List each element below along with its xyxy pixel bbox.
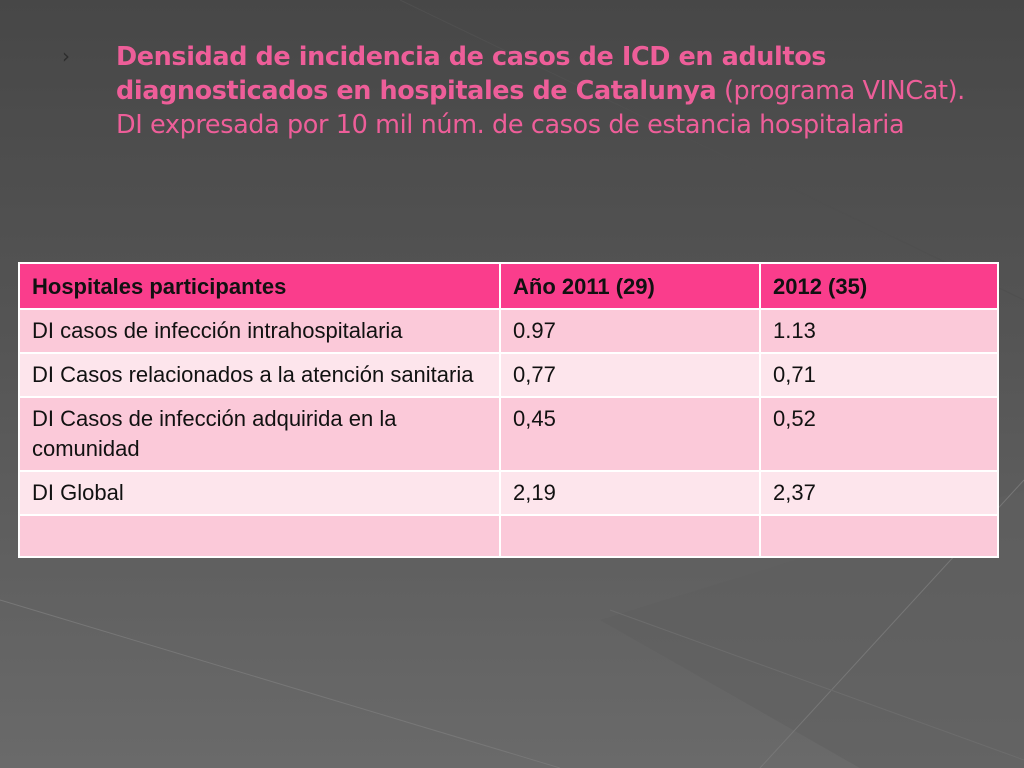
table-header-row: Hospitales participantes Año 2011 (29) 2… [18,262,999,310]
row-label: DI Casos relacionados a la atención sani… [18,352,501,398]
table-row: DI Casos de infección adquirida en la co… [18,396,999,472]
table-row: DI Global 2,19 2,37 [18,470,999,516]
slide-title-bold: Densidad de incidencia de casos de ICD e… [116,42,827,106]
value-2011: 2,19 [499,470,761,516]
slide-title-normal: (programa VINCat). DI expresada por 10 m… [116,76,965,140]
value-2011: 0,77 [499,352,761,398]
value-2011: 0.97 [499,308,761,354]
table-row: DI casos de infección intrahospitalaria … [18,308,999,354]
header-2012: 2012 (35) [759,262,999,310]
table-row: DI Casos relacionados a la atención sani… [18,352,999,398]
empty-cell [759,514,999,558]
value-2012: 2,37 [759,470,999,516]
table-row-empty [18,514,999,558]
value-2012: 0,71 [759,352,999,398]
empty-cell [499,514,761,558]
header-hospitales: Hospitales participantes [18,262,501,310]
value-2011: 0,45 [499,396,761,472]
row-label: DI casos de infección intrahospitalaria [18,308,501,354]
header-ano-2011: Año 2011 (29) [499,262,761,310]
incidence-table: Hospitales participantes Año 2011 (29) 2… [18,262,999,558]
value-2012: 0,52 [759,396,999,472]
slide-title: Densidad de incidencia de casos de ICD e… [116,40,986,142]
row-label: DI Global [18,470,501,516]
value-2012: 1.13 [759,308,999,354]
row-label: DI Casos de infección adquirida en la co… [18,396,501,472]
empty-cell [18,514,501,558]
title-bullet-icon: › [62,44,70,68]
